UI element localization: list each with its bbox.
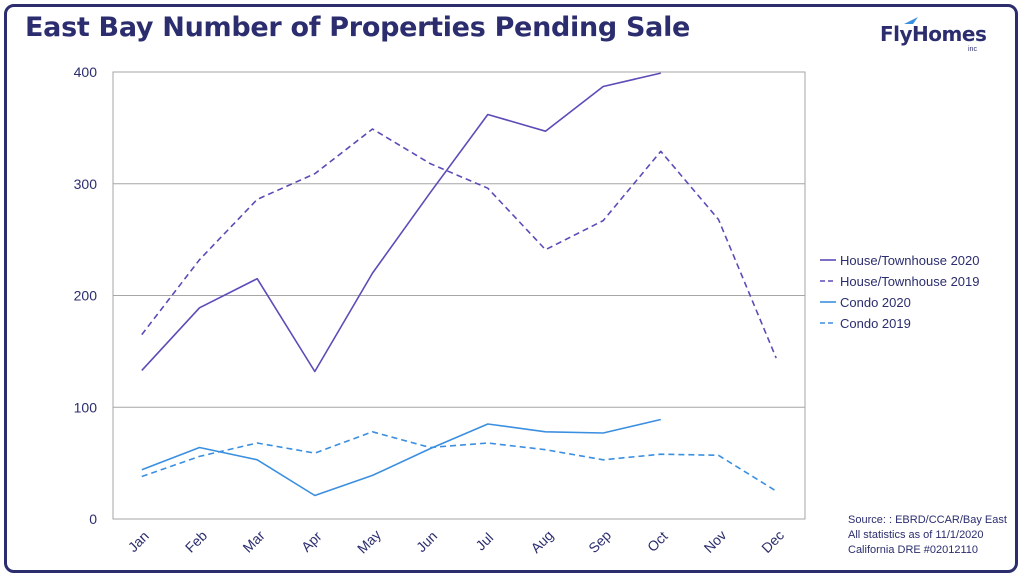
- series-line-2: [141, 128, 777, 359]
- chart-frame: [4, 4, 1018, 573]
- x-tick-label: Jun: [413, 528, 440, 555]
- series-line-4: [141, 430, 777, 492]
- y-tick-label: 300: [74, 176, 98, 192]
- y-axis: 0 100 200 300 400: [74, 64, 98, 527]
- x-tick-label: Feb: [182, 527, 211, 556]
- legend-label: Condo 2020: [840, 295, 911, 310]
- y-tick-label: 100: [74, 399, 98, 415]
- y-tick-label: 400: [74, 64, 98, 80]
- x-tick-label: Dec: [758, 527, 787, 556]
- dre-line: California DRE #02012110: [848, 544, 979, 556]
- x-tick-label: Nov: [701, 527, 730, 556]
- chart-title: East Bay Number of Properties Pending Sa…: [25, 12, 691, 43]
- logo-text: FlyHomes: [880, 22, 987, 46]
- logo-wing-icon: [904, 17, 918, 24]
- x-tick-label: Oct: [644, 528, 671, 555]
- series-line-1: [141, 72, 661, 373]
- x-tick-label: Apr: [298, 528, 325, 555]
- source-note: Source: : EBRD/CCAR/Bay East All statist…: [848, 513, 1007, 558]
- y-tick-label: 200: [74, 288, 98, 304]
- series-layer: [141, 72, 777, 497]
- legend-label: House/Townhouse 2020: [840, 253, 980, 268]
- legend: House/Townhouse 2020 House/Townhouse 2019…: [820, 253, 980, 331]
- x-axis: Jan Feb Mar Apr May Jun Jul Aug Sep Oct Nov Dec: [125, 526, 787, 556]
- x-tick-label: Sep: [585, 527, 614, 556]
- stats-date-line: All statistics as of 11/1/2020: [848, 529, 984, 541]
- x-tick-label: Mar: [239, 527, 268, 556]
- legend-label: House/Townhouse 2019: [840, 274, 980, 289]
- series-line-3: [141, 418, 661, 497]
- x-tick-label: Jan: [125, 528, 152, 555]
- x-tick-label: May: [354, 526, 384, 556]
- legend-label: Condo 2019: [840, 316, 911, 331]
- x-tick-label: Jul: [472, 529, 496, 553]
- flyhomes-logo: FlyHomes inc: [872, 16, 987, 53]
- source-line: Source: : EBRD/CCAR/Bay East: [848, 514, 1007, 526]
- logo-sub: inc: [968, 46, 977, 53]
- grid-layer: [112, 71, 806, 520]
- x-tick-label: Aug: [527, 527, 556, 556]
- y-tick-label: 0: [89, 511, 97, 527]
